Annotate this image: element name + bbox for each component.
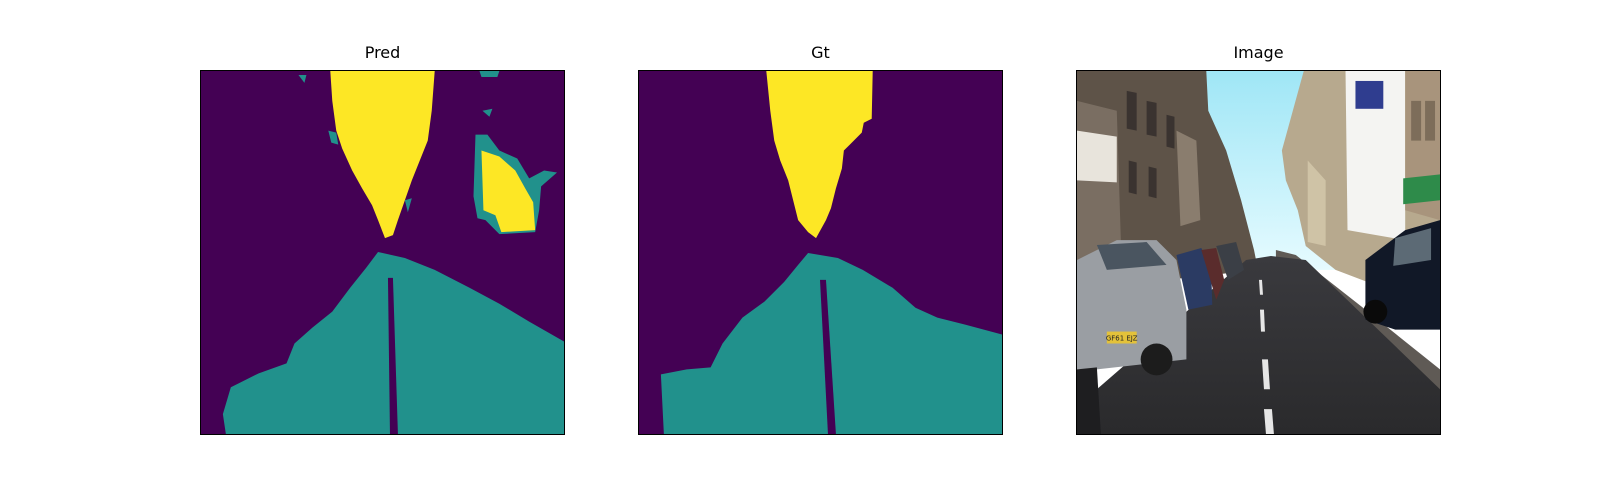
shop-sign-left <box>1077 130 1117 183</box>
pred-mask <box>201 71 564 434</box>
pred-axes <box>200 70 565 435</box>
gt-title: Gt <box>811 43 830 62</box>
silver-car <box>1077 240 1187 370</box>
blue-banner <box>1355 80 1384 109</box>
dark-car-right-wheel <box>1363 299 1388 324</box>
image-panel: Image <box>1076 43 1441 435</box>
pred-title: Pred <box>364 43 401 62</box>
gt-axes <box>638 70 1003 435</box>
gt-panel: Gt <box>638 43 1003 435</box>
white-building <box>1345 71 1406 241</box>
image-axes: GF61 EJZ <box>1076 70 1441 435</box>
pred-panel: Pred <box>200 43 565 435</box>
lane-markings <box>1258 279 1274 434</box>
image-title: Image <box>1233 43 1284 62</box>
gt-road-region <box>660 252 1002 434</box>
pred-building-sky-blob <box>481 150 536 233</box>
road-surface <box>1096 255 1440 434</box>
gt-sky-region <box>766 71 873 239</box>
silver-car-wheel <box>1140 343 1173 376</box>
gt-mask <box>639 71 1002 434</box>
street-photo: GF61 EJZ <box>1077 71 1440 434</box>
pred-sky-region <box>330 71 435 239</box>
pred-lane-marking <box>387 277 398 434</box>
green-shop-sign <box>1403 174 1440 205</box>
silver-car-window <box>1096 242 1167 270</box>
red-car <box>1201 248 1225 300</box>
license-plate <box>1106 331 1137 344</box>
right-distant-building <box>1307 160 1326 247</box>
distant-car-left <box>1216 242 1245 280</box>
left-windows <box>1126 90 1175 199</box>
left-buildings <box>1077 71 1259 290</box>
blue-car <box>1176 248 1213 310</box>
left-mid-building <box>1176 130 1201 227</box>
dark-car-left <box>1077 367 1101 434</box>
license-plate-text: GF61 EJZ <box>1106 335 1138 343</box>
gt-lane-marking <box>820 279 836 434</box>
dark-car-right-window <box>1393 228 1432 266</box>
right-windows <box>1411 100 1436 141</box>
